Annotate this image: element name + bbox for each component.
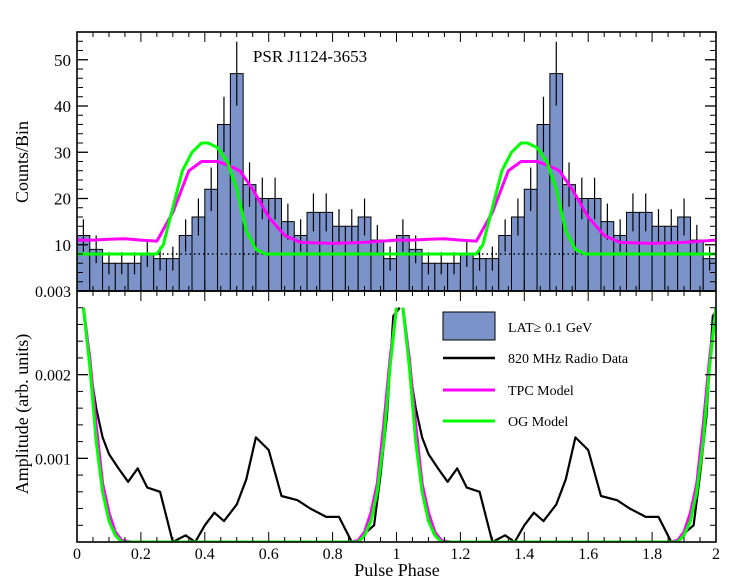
x-tick-label: 0.8 <box>323 546 343 563</box>
x-tick-label: 0.6 <box>259 546 279 563</box>
x-tick-label: 2 <box>712 546 720 563</box>
y-tick-label: 0.003 <box>35 284 71 301</box>
og-model-line <box>81 307 398 542</box>
lat-error-bars <box>82 41 711 275</box>
x-tick-label: 1.2 <box>450 546 470 563</box>
y-tick-label: 50 <box>54 51 71 70</box>
x-tick-label: 0.2 <box>131 546 151 563</box>
tpc-model-line <box>81 307 398 542</box>
top-y-axis-label: Counts/Bin <box>12 121 32 203</box>
radio-data-line <box>82 307 401 542</box>
tpc-model-curve <box>396 160 717 245</box>
tpc-model-curve <box>77 160 397 245</box>
top-model-curves <box>77 141 717 256</box>
x-tick-label: 0.4 <box>195 546 215 563</box>
og-model-curve <box>77 141 397 256</box>
bottom-series-lines <box>81 307 716 542</box>
y-tick-label: 40 <box>54 97 71 116</box>
x-tick-label: 1.6 <box>578 546 598 563</box>
x-tick-label: 1.8 <box>642 546 662 563</box>
y-tick-label: 20 <box>54 190 71 209</box>
x-tick-label: 0 <box>73 546 81 563</box>
bottom-axis-ticks: 0.001 0.002 0.003 0 0.2 0.4 0.6 0.8 1 1.2 1.4 1.6 1.… <box>35 284 720 563</box>
y-tick-label: 0.001 <box>35 451 71 468</box>
histogram-bar <box>549 73 564 292</box>
y-tick-label: 0.002 <box>35 368 71 385</box>
bottom-plot-frame <box>76 290 717 543</box>
x-tick-label: 1 <box>393 546 401 563</box>
legend-swatch-lat <box>442 311 496 341</box>
bottom-y-axis-label: Amplitude (arb. units) <box>12 334 33 494</box>
top-axis-ticks: 10 20 30 40 50 <box>54 32 717 291</box>
legend-label-radio: 820 MHz Radio Data <box>508 352 629 367</box>
legend-label-lat: LAT≥ 0.1 GeV <box>508 321 592 336</box>
histogram-bar <box>229 73 244 292</box>
chart-title: PSR J1124-3653 <box>253 47 367 66</box>
legend-label-og: OG Model <box>508 415 568 430</box>
legend-label-tpc: TPC Model <box>508 384 574 399</box>
og-model-line <box>401 307 716 542</box>
top-panel: 10 20 30 40 50 PSR J1124-3653 Counts/Bin <box>12 31 717 292</box>
x-tick-label: 1.4 <box>514 546 534 563</box>
x-axis-label: Pulse Phase <box>354 560 440 580</box>
legend: LAT≥ 0.1 GeV 820 MHz Radio Data TPC Mode… <box>442 311 629 430</box>
og-model-curve <box>396 141 716 256</box>
bottom-panel: 0.001 0.002 0.003 0 0.2 0.4 0.6 0.8 1 1.2 1.4 1.6 1.… <box>12 284 720 580</box>
y-tick-label: 30 <box>54 143 71 162</box>
y-tick-label: 10 <box>54 236 71 255</box>
